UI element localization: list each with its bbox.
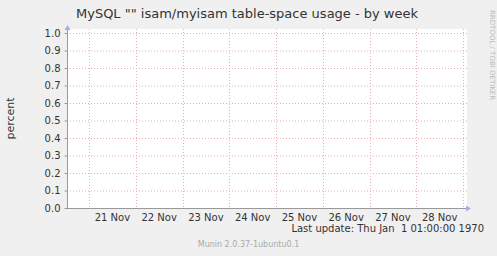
- footer: Munin 2.0.37-1ubuntu0.1: [198, 240, 300, 249]
- x-tick: 23 Nov: [188, 209, 224, 223]
- grid-line: [67, 86, 467, 87]
- title: MySQL "" isam/myisam table-space usage -…: [76, 6, 419, 21]
- x-tick-label: 28 Nov: [422, 212, 458, 223]
- y-tick-mark: [65, 86, 68, 87]
- grid-line: [89, 29, 90, 208]
- y-tick: 0.5: [45, 115, 68, 126]
- grid-line: [67, 191, 467, 192]
- y-tick-label: 0.7: [45, 80, 61, 91]
- y-label: percent: [4, 97, 17, 140]
- y-tick: 0.6: [45, 98, 68, 109]
- x-tick-label: 23 Nov: [188, 212, 224, 223]
- y-arrow: [65, 25, 71, 30]
- x-tick: 21 Nov: [95, 209, 131, 223]
- watermark: RRDTOOL / TOBI OETIKER: [488, 10, 496, 100]
- y-tick: 0.2: [45, 168, 68, 179]
- y-tick: 0.3: [45, 150, 68, 161]
- x-tick-label: 24 Nov: [235, 212, 271, 223]
- y-tick: 0.1: [45, 185, 68, 196]
- y-tick-label: 0.0: [45, 203, 61, 214]
- chart: 0.00.10.20.30.40.50.60.70.80.91.021 Nov2…: [0, 0, 497, 256]
- x-tick: 26 Nov: [328, 209, 364, 223]
- y-tick-mark: [65, 156, 68, 157]
- y-tick-mark: [65, 33, 68, 34]
- x-tick-label: 27 Nov: [375, 212, 411, 223]
- grid-line: [67, 33, 467, 34]
- x-tick: 22 Nov: [141, 209, 177, 223]
- y-tick-label: 1.0: [45, 28, 61, 39]
- grid-line: [276, 29, 277, 208]
- grid-line: [323, 29, 324, 208]
- y-tick: 0.8: [45, 63, 68, 74]
- grid-line: [463, 29, 464, 208]
- y-tick-label: 0.1: [45, 185, 61, 196]
- x-axis: 21 Nov 22 Nov 23 Nov 24 Nov 25 Nov 26 Nov 27 N…: [67, 209, 467, 223]
- y-tick-label: 0.5: [45, 115, 61, 126]
- x-tick: 28 Nov: [422, 209, 458, 223]
- grid-line: [183, 29, 184, 208]
- y-tick-label: 0.2: [45, 168, 61, 179]
- y-tick: 1.0: [45, 28, 68, 39]
- x-tick: 24 Nov: [235, 209, 271, 223]
- y-tick: 0.7: [45, 80, 68, 91]
- y-tick-label: 0.8: [45, 63, 61, 74]
- grid-line: [136, 29, 137, 208]
- grid-line: [67, 121, 467, 122]
- grid-line: [67, 68, 467, 69]
- y-tick-mark: [65, 51, 68, 52]
- y-tick-mark: [65, 103, 68, 104]
- grid-line: [67, 208, 467, 209]
- grid-line: [370, 29, 371, 208]
- y-tick-label: 0.4: [45, 133, 61, 144]
- background: [0, 0, 497, 256]
- y-tick-mark: [65, 68, 68, 69]
- grid-line: [229, 29, 230, 208]
- grid-line: [67, 138, 467, 139]
- y-tick-mark: [65, 191, 68, 192]
- y-axis: 0.0 0.1 0.2 0.3 0.4 0.5 0.6 0.7 0.8 0.9 1.0: [45, 28, 68, 214]
- grid-line: [67, 51, 467, 52]
- x-tick-label: 22 Nov: [141, 212, 177, 223]
- y-tick-label: 0.3: [45, 150, 61, 161]
- x-tick-label: 21 Nov: [95, 212, 131, 223]
- last-update: Last update: Thu Jan 1 01:00:00 1970: [291, 223, 484, 234]
- y-tick: 0.4: [45, 133, 68, 144]
- y-tick: 0.0: [45, 203, 68, 214]
- grid-line: [67, 156, 467, 157]
- y-tick-mark: [65, 121, 68, 122]
- y-tick-label: 0.6: [45, 98, 61, 109]
- x-tick: 25 Nov: [282, 209, 318, 223]
- grid: [67, 29, 467, 209]
- y-tick-mark: [65, 138, 68, 139]
- y-axis-line: [67, 29, 68, 208]
- plot-area: [67, 29, 467, 208]
- grid-line: [416, 29, 417, 208]
- x-arrow: [466, 206, 471, 212]
- grid-line: [67, 173, 467, 174]
- x-axis-line: [67, 208, 467, 209]
- y-tick-label: 0.9: [45, 45, 61, 56]
- y-tick-mark: [65, 173, 68, 174]
- x-tick-label: 25 Nov: [282, 212, 318, 223]
- x-tick-label: 26 Nov: [328, 212, 364, 223]
- x-tick: 27 Nov: [375, 209, 411, 223]
- y-tick: 0.9: [45, 45, 68, 56]
- grid-line: [67, 103, 467, 104]
